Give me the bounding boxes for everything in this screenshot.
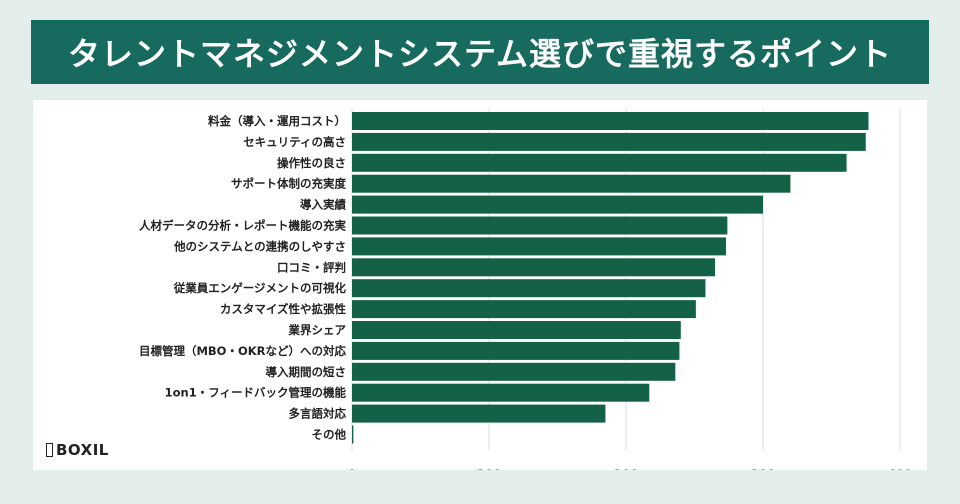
bar	[352, 383, 650, 402]
x-axis-ticks: 0 100 200 300 400	[348, 467, 913, 470]
category-label: カスタマイズ性や拡張性	[220, 302, 347, 316]
x-tick-label: 400	[887, 467, 912, 470]
bar	[352, 341, 680, 360]
category-label: 目標管理（MBO・OKRなど）への対応	[139, 344, 347, 358]
boxil-logo: BOXIL	[46, 440, 109, 460]
category-label: 導入期間の短さ	[266, 365, 347, 379]
category-label: 操作性の良さ	[277, 156, 346, 170]
title-bar: タレントマネジメントシステム選びで重視するポイント	[31, 20, 929, 84]
bar	[352, 174, 791, 193]
x-tick-label: 300	[750, 467, 775, 470]
category-label: 業界シェア	[288, 323, 347, 337]
category-label: セキュリティの高さ	[243, 135, 346, 149]
bar	[352, 132, 866, 151]
bar	[352, 153, 847, 172]
category-label: サポート体制の充実度	[231, 177, 346, 191]
logo-text: BOXIL	[56, 441, 109, 459]
bar	[352, 300, 696, 319]
x-tick-label: 200	[613, 467, 638, 470]
bar	[352, 279, 706, 298]
category-label: 従業員エンゲージメントの可視化	[173, 281, 347, 295]
chart-panel: 料金（導入・運用コスト） セキュリティの高さ操作性の良さサポート体制の充実度導入実…	[33, 100, 927, 470]
category-label: 多言語対応	[289, 407, 347, 421]
bar	[352, 112, 869, 130]
category-label: 料金（導入・運用コスト）	[208, 114, 346, 128]
bar	[352, 362, 676, 381]
bar	[352, 321, 681, 339]
category-label: 人材データの分析・レポート機能の充実	[139, 219, 346, 233]
bar	[352, 195, 763, 214]
bar-chart: 料金（導入・運用コスト） セキュリティの高さ操作性の良さサポート体制の充実度導入実…	[139, 108, 913, 470]
bar-layer	[352, 112, 869, 444]
bar	[352, 237, 727, 256]
boxil-logo-icon	[46, 443, 53, 457]
category-label: 1on1・フィードバック管理の機能	[165, 386, 347, 400]
x-tick-label: 100	[476, 467, 501, 470]
category-label: その他	[312, 428, 347, 442]
bar	[352, 258, 716, 277]
category-label: 導入実績	[300, 198, 346, 212]
category-labels: 料金（導入・運用コスト） セキュリティの高さ操作性の良さサポート体制の充実度導入実…	[139, 114, 347, 442]
bar	[352, 425, 354, 444]
bar	[352, 404, 606, 423]
bar	[352, 216, 728, 235]
page-title: タレントマネジメントシステム選びで重視するポイント	[67, 35, 893, 73]
x-tick-label: 0	[348, 467, 356, 470]
category-label: 口コミ・評判	[277, 260, 346, 274]
category-label: 他のシステムとの連携のしやすさ	[173, 239, 346, 253]
